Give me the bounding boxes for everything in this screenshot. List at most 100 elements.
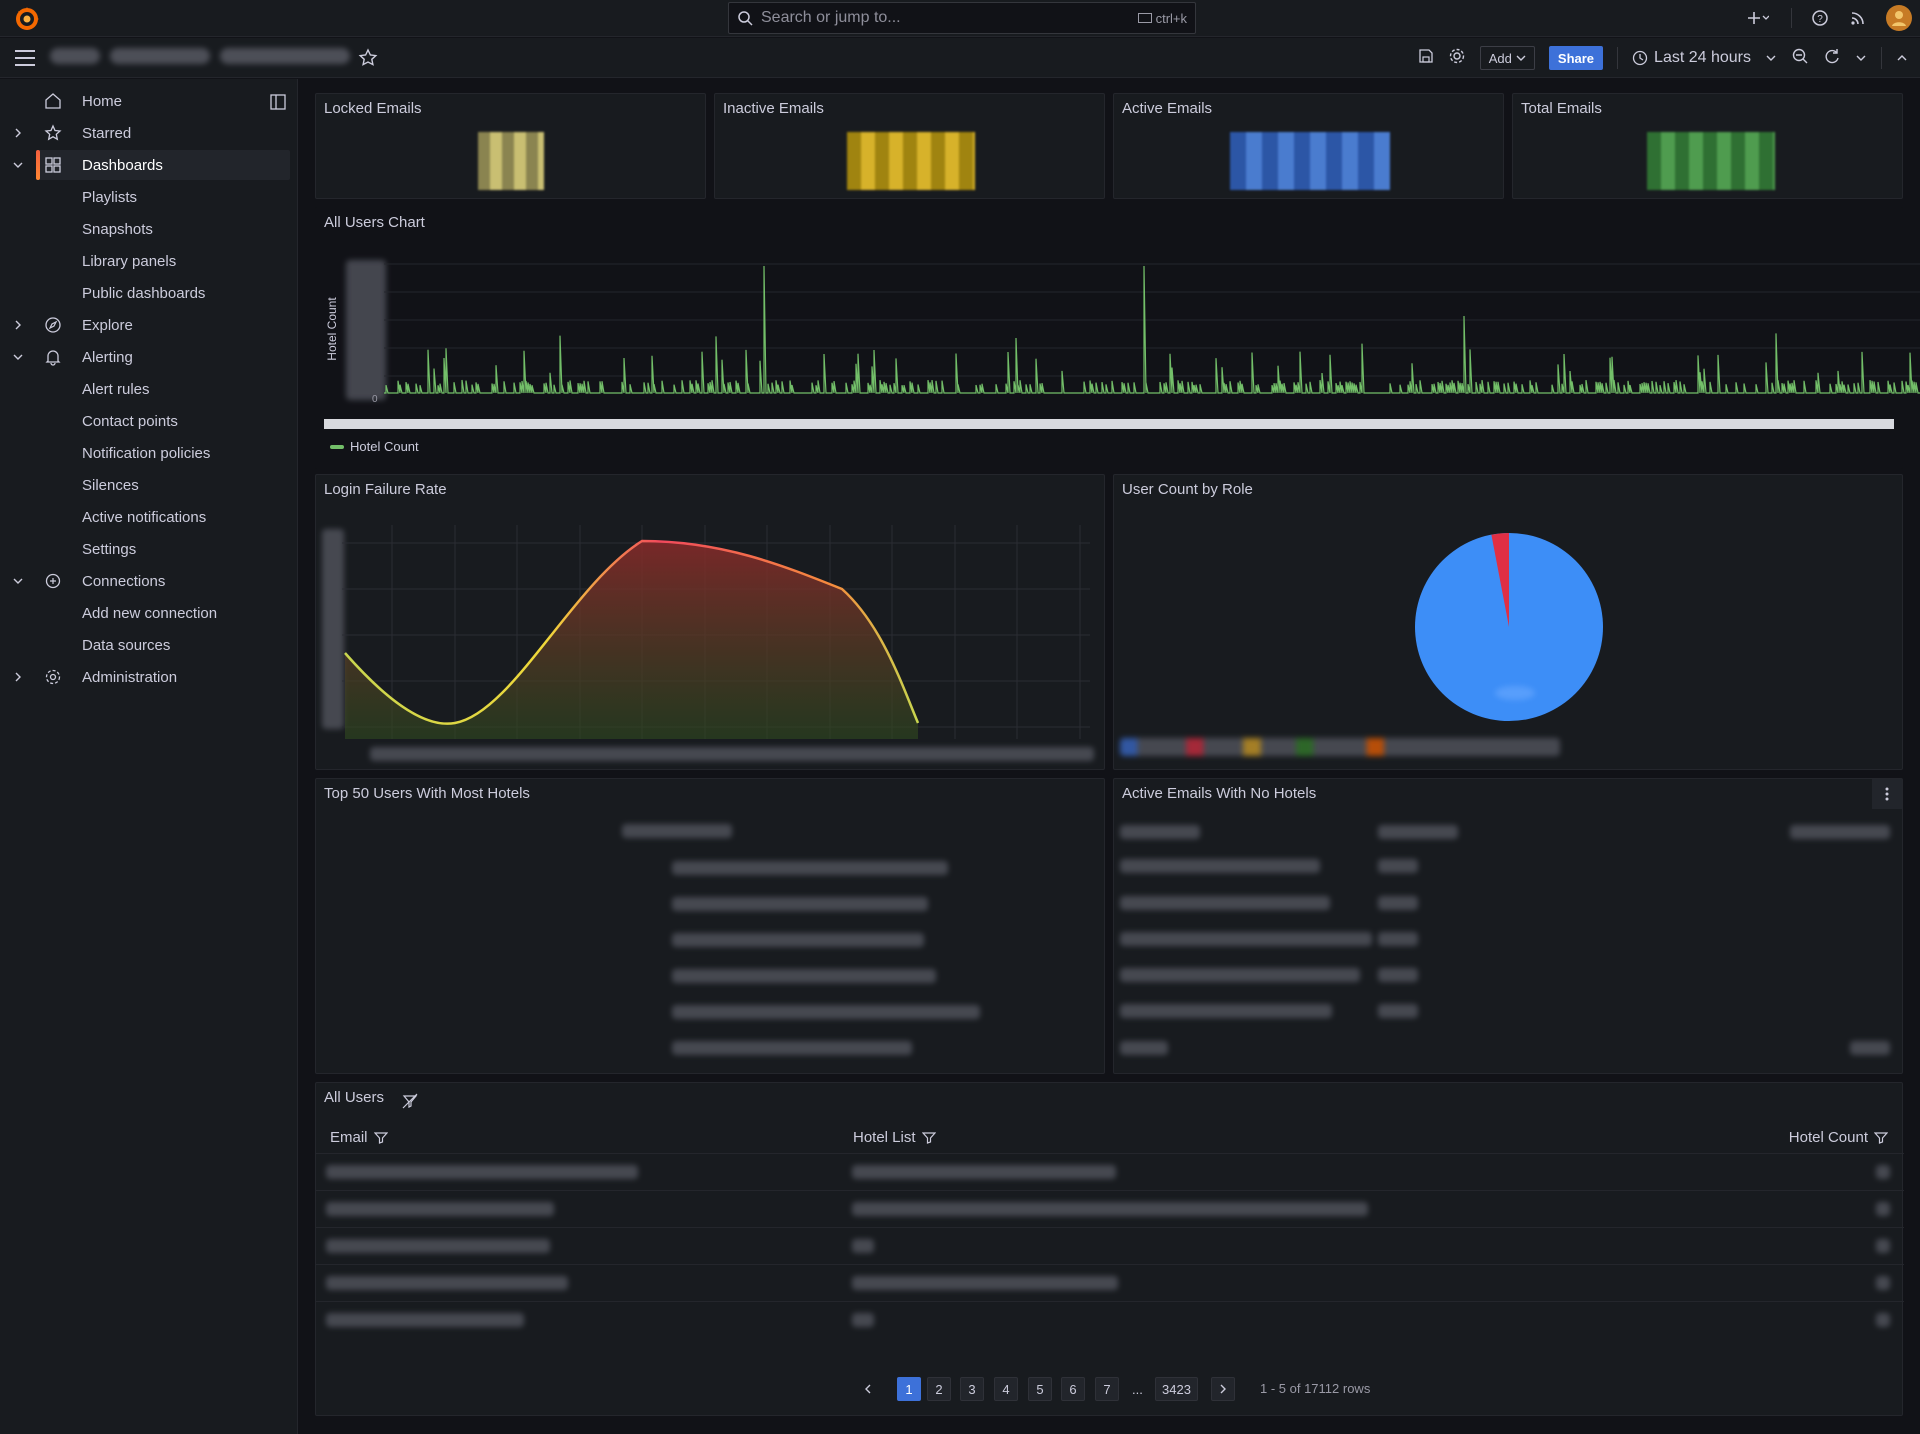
sidebar-item-contact-points[interactable]: Contact points (0, 406, 290, 436)
save-icon (1419, 48, 1433, 63)
save-dashboard-button[interactable] (1418, 48, 1434, 69)
rss-icon (1851, 12, 1864, 25)
sidebar-item-settings[interactable]: Settings (0, 534, 290, 564)
login-failure-chart (342, 525, 1090, 739)
filter-icon[interactable] (1874, 1131, 1888, 1145)
timeline-scrollbar[interactable] (324, 419, 1894, 429)
pagination-page-1[interactable]: 1 (897, 1377, 921, 1401)
search-bar[interactable]: Search or jump to... ctrl+k (728, 2, 1196, 34)
grafana-logo-icon[interactable] (14, 6, 40, 32)
news-button[interactable] (1848, 8, 1868, 28)
chevron-right-icon[interactable] (12, 319, 24, 331)
menu-icon[interactable] (14, 48, 36, 68)
help-button[interactable]: ? (1810, 8, 1830, 28)
sidebar-item-alerting[interactable]: Alerting (0, 342, 290, 372)
chevron-right-icon[interactable] (12, 127, 24, 139)
panel-all-users-chart[interactable]: All Users Chart Hotel Count 0 Hotel Coun… (315, 207, 1920, 469)
stat-panel-locked-emails[interactable]: Locked Emails (315, 93, 706, 199)
filter-icon[interactable] (373, 1131, 388, 1145)
sidebar-item-explore[interactable]: Explore (0, 310, 290, 340)
stat-panel-inactive-emails[interactable]: Inactive Emails (714, 93, 1105, 199)
chevron-down-icon[interactable] (12, 159, 24, 171)
table-row-blurred (1120, 896, 1330, 910)
sidebar-item-starred[interactable]: Starred (0, 118, 290, 148)
refresh-interval-dropdown[interactable] (1855, 49, 1867, 67)
collapse-toolbar-button[interactable] (1896, 49, 1908, 67)
stat-panel-total-emails[interactable]: Total Emails (1512, 93, 1903, 199)
pagination-prev-button[interactable] (856, 1377, 880, 1401)
panel-login-failure-rate[interactable]: Login Failure Rate (315, 474, 1105, 770)
pagination-page-6[interactable]: 6 (1061, 1377, 1085, 1401)
table-row-blurred (1378, 1004, 1418, 1018)
panel-title: User Count by Role (1122, 481, 1253, 498)
legend-swatch (330, 444, 344, 449)
connections-icon (45, 573, 61, 589)
zoom-out-button[interactable] (1791, 47, 1809, 70)
time-range-picker[interactable]: Last 24 hours (1632, 49, 1777, 67)
dashboard-toolbar: Add Share Last 24 hours (0, 38, 1920, 78)
pagination-next-button[interactable] (1211, 1377, 1235, 1401)
chevron-down-icon[interactable] (12, 575, 24, 587)
filter-icon[interactable] (921, 1131, 936, 1145)
share-button[interactable]: Share (1548, 46, 1604, 70)
sidebar-item-alert-rules[interactable]: Alert rules (0, 374, 290, 404)
column-header-hotel-count[interactable]: Hotel Count (1789, 1129, 1888, 1146)
table-row[interactable] (316, 1265, 1904, 1301)
column-header-hotel-list[interactable]: Hotel List (853, 1129, 936, 1146)
sidebar-item-data-sources[interactable]: Data sources (0, 630, 290, 660)
dashboard-settings-button[interactable] (1448, 47, 1466, 70)
panel-active-emails-no-hotels[interactable]: Active Emails With No Hotels (1113, 778, 1903, 1074)
sidebar-item-label: Contact points (82, 412, 178, 430)
star-icon[interactable] (358, 48, 378, 68)
sidebar-item-silences[interactable]: Silences (0, 470, 290, 500)
pagination-page-7[interactable]: 7 (1095, 1377, 1119, 1401)
table-row-blurred (1378, 932, 1418, 946)
pagination-page-2[interactable]: 2 (927, 1377, 951, 1401)
dock-menu-icon[interactable] (270, 94, 286, 110)
sidebar-item-active-notifications[interactable]: Active notifications (0, 502, 290, 532)
sidebar-item-public-dashboards[interactable]: Public dashboards (0, 278, 290, 308)
panel-user-count-by-role[interactable]: User Count by Role (1113, 474, 1903, 770)
panel-title: Locked Emails (324, 100, 422, 117)
table-row[interactable] (316, 1154, 1904, 1190)
breadcrumb-item[interactable] (50, 48, 100, 64)
sidebar-item-notification-policies[interactable]: Notification policies (0, 438, 290, 468)
breadcrumb (50, 48, 350, 64)
y-axis-zero-tick: 0 (372, 394, 378, 405)
x-axis-ticks-blurred (370, 747, 1094, 761)
new-menu-button[interactable] (1743, 8, 1773, 28)
add-button-label: Add (1488, 50, 1512, 66)
breadcrumb-item[interactable] (220, 48, 350, 64)
pagination-page-5[interactable]: 5 (1028, 1377, 1052, 1401)
user-avatar[interactable] (1886, 5, 1912, 31)
sidebar-item-home[interactable]: Home (0, 86, 290, 116)
sidebar-item-playlists[interactable]: Playlists (0, 182, 290, 212)
pagination-ellipsis: ... (1132, 1381, 1143, 1397)
table-row[interactable] (316, 1191, 1904, 1227)
sidebar-item-dashboards[interactable]: Dashboards (36, 150, 290, 180)
chevron-right-icon[interactable] (12, 671, 24, 683)
sidebar-item-connections[interactable]: Connections (0, 566, 290, 596)
chevron-down-icon[interactable] (12, 351, 24, 363)
panel-menu-button[interactable] (1872, 779, 1902, 809)
table-row[interactable] (316, 1228, 1904, 1264)
pagination-page-last[interactable]: 3423 (1155, 1377, 1198, 1401)
breadcrumb-item[interactable] (110, 48, 210, 64)
pagination-page-4[interactable]: 4 (994, 1377, 1018, 1401)
table-row[interactable] (316, 1302, 1904, 1338)
panel-top-50-users[interactable]: Top 50 Users With Most Hotels (315, 778, 1105, 1074)
sidebar-item-snapshots[interactable]: Snapshots (0, 214, 290, 244)
y-axis-ticks-blurred (346, 260, 386, 400)
column-header-email[interactable]: Email (330, 1129, 388, 1146)
stat-panel-active-emails[interactable]: Active Emails (1113, 93, 1504, 199)
sidebar-item-administration[interactable]: Administration (0, 662, 290, 692)
cell-hotel-count-blurred (1876, 1313, 1890, 1327)
sidebar-item-library-panels[interactable]: Library panels (0, 246, 290, 276)
panel-all-users[interactable]: All Users Email Hotel List Hotel Count (315, 1082, 1904, 1416)
refresh-button[interactable] (1823, 47, 1841, 70)
sidebar-item-add-new-connection[interactable]: Add new connection (0, 598, 290, 628)
legend-hotel-count[interactable]: Hotel Count (330, 439, 419, 454)
pagination-page-3[interactable]: 3 (960, 1377, 984, 1401)
add-button[interactable]: Add (1479, 46, 1535, 70)
filter-off-icon[interactable] (402, 1093, 418, 1109)
